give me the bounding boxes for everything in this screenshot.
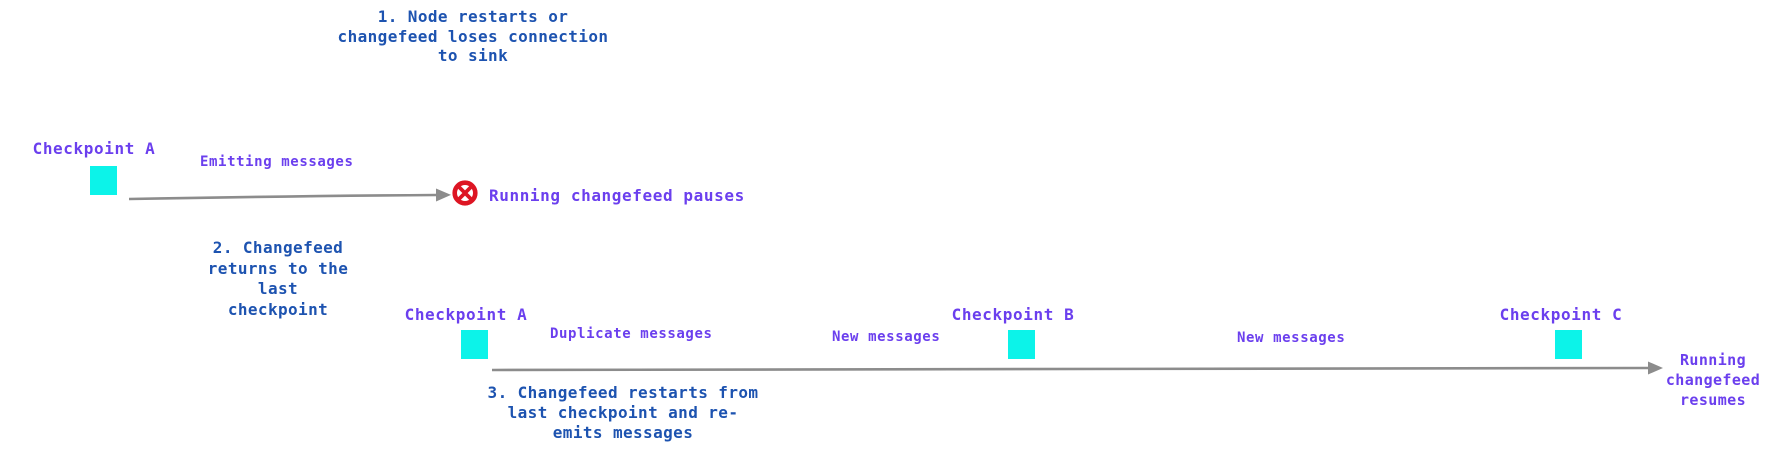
checkpoint-c-label: Checkpoint C [1499,305,1623,324]
circle-x-icon [452,180,478,206]
checkpoint-c-marker [1555,330,1582,359]
resume-arrow-line [491,361,1663,375]
checkpoint-a-label-bottom: Checkpoint A [404,305,528,324]
checkpoint-b-label: Checkpoint B [951,305,1075,324]
checkpoint-a-marker-top [90,166,117,195]
checkpoint-a-label-top: Checkpoint A [32,139,156,158]
emitting-arrow-line [128,188,451,202]
new-messages-label-2: New messages [1237,330,1346,346]
checkpoint-a-marker-bottom [461,330,488,359]
duplicate-messages-label: Duplicate messages [550,326,713,342]
step-1-note: 1. Node restarts or changefeed loses con… [337,7,609,65]
step-2-note: 2. Changefeed returns to the last checkp… [207,238,349,319]
step-3-note: 3. Changefeed restarts from last checkpo… [487,383,759,442]
running-changefeed-resumes-label: Running changefeed resumes [1665,351,1761,409]
checkpoint-b-marker [1008,330,1035,359]
running-changefeed-pauses-label: Running changefeed pauses [489,186,745,205]
new-messages-label-1: New messages [832,329,941,345]
emitting-messages-label: Emitting messages [200,154,354,170]
